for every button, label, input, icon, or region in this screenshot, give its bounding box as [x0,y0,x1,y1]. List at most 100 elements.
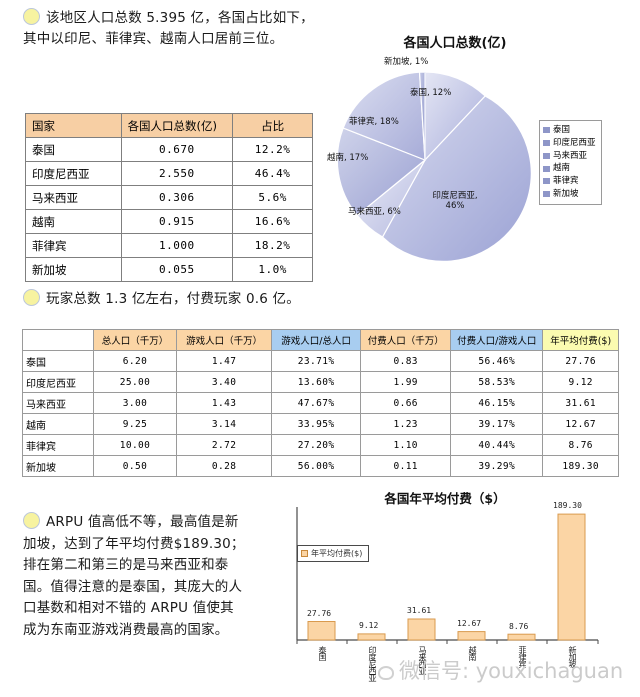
cell-pay-ratio: 56.46% [450,350,544,372]
th-game-pop: 游戏人口（千万） [176,329,272,351]
bullet-circle-icon [23,289,40,306]
cell-country: 马来西亚 [22,392,94,414]
bar-value-philippines: 8.76 [509,622,529,631]
pie-slice-indonesia [381,95,532,262]
bar-category-thailand: 泰国 [318,646,327,660]
pie-chart-title: 各国人口总数(亿) [403,36,507,51]
legend-label: 泰国 [553,125,571,135]
pie-label-indonesia: 印度尼西亚, 46% [432,191,478,211]
table-row: 菲律宾 10.00 2.72 27.20% 1.10 40.44% 8.76 [22,434,619,456]
cell-game-ratio: 47.67% [270,392,362,414]
cell-country: 印度尼西亚 [25,161,122,186]
table-row: 泰国 0.670 12.2% [25,137,313,162]
bar-category-vietnam: 越南 [468,646,477,660]
bar-category-malaysia: 马来西亚 [418,646,427,674]
legend-swatch-icon [543,178,550,185]
th-game-ratio: 游戏人口/总人口 [270,329,362,351]
wechat-icon [378,666,394,680]
cell-pay-pop: 1.10 [360,434,452,456]
th-population: 各国人口总数(亿) [120,113,234,138]
legend-label: 菲律宾 [553,176,579,186]
cell-country: 印度尼西亚 [22,371,94,393]
pie-chart-legend: 泰国 印度尼西亚 马来西亚 越南 菲律宾 新加坡 [539,120,602,205]
legend-swatch-icon [543,165,550,172]
bar-category-singapore: 新加坡 [568,646,577,667]
paragraph-population-text: 该地区人口总数 5.395 亿，各国占比如下，其中以印尼、菲律宾、越南人口居前三… [23,10,314,47]
bar-value-malaysia: 31.61 [407,606,432,615]
pie-label-vietnam: 越南, 17% [327,153,369,163]
th-total-pop: 总人口（千万） [92,329,178,351]
legend-swatch-icon [543,191,550,198]
cell-share: 5.6% [232,185,313,210]
bar-indonesia [357,633,386,641]
table-row: 越南 0.915 16.6% [25,209,313,234]
legend-label: 越南 [553,163,571,174]
cell-population: 0.055 [120,257,234,282]
pie-label-malaysia: 马来西亚, 6% [348,207,401,217]
bar-singapore [557,513,586,641]
cell-arpu: 189.30 [542,455,619,477]
bar-value-singapore: 189.30 [553,501,582,510]
cell-share: 46.4% [232,161,313,186]
bar-category-indonesia: 印度尼西亚 [368,646,377,681]
paragraph-players: 玩家总数 1.3 亿左右，付费玩家 0.6 亿。 [23,289,353,310]
cell-population: 2.550 [120,161,234,186]
legend-label: 年平均付费($) [311,549,363,558]
cell-game-ratio: 27.20% [270,434,362,456]
th-pay-pop: 付费人口（千万） [360,329,452,351]
cell-country: 菲律宾 [22,434,94,456]
cell-country: 菲律宾 [25,233,122,258]
cell-game-pop: 0.28 [176,455,272,477]
table-row: 新加坡 0.50 0.28 56.00% 0.11 39.29% 189.30 [22,455,619,477]
pie-chart-svg [336,71,532,262]
cell-pay-ratio: 39.17% [450,413,544,435]
cell-game-ratio: 13.60% [270,371,362,393]
cell-total-pop: 9.25 [92,413,178,435]
cell-population: 0.915 [120,209,234,234]
bar-thailand [307,621,336,641]
cell-pay-pop: 0.83 [360,350,452,372]
cell-country: 越南 [25,209,122,234]
table-row: 印度尼西亚 2.550 46.4% [25,161,313,186]
legend-swatch-icon [301,550,308,557]
cell-pay-pop: 0.66 [360,392,452,414]
legend-item: 马来西亚 [543,150,596,163]
cell-country: 新加坡 [22,455,94,477]
th-share: 占比 [232,113,313,138]
cell-total-pop: 6.20 [92,350,178,372]
cell-population: 0.306 [120,185,234,210]
population-table: 国家 各国人口总数(亿) 占比 泰国 0.670 12.2% 印度尼西亚 2.5… [25,113,313,282]
cell-population: 1.000 [120,233,234,258]
legend-swatch-icon [543,127,550,134]
cell-country: 泰国 [25,137,122,162]
table-row: 菲律宾 1.000 18.2% [25,233,313,258]
cell-arpu: 27.76 [542,350,619,372]
legend-item: 新加坡 [543,188,596,201]
cell-population: 0.670 [120,137,234,162]
legend-item: 印度尼西亚 [543,137,596,150]
cell-game-pop: 1.43 [176,392,272,414]
pie-label-thailand: 泰国, 12% [410,88,452,98]
cell-game-ratio: 23.71% [270,350,362,372]
table-row: 马来西亚 3.00 1.43 47.67% 0.66 46.15% 31.61 [22,392,619,414]
bar-chart-svg [296,507,599,644]
legend-label: 马来西亚 [553,150,588,161]
cell-country: 泰国 [22,350,94,372]
bar-value-thailand: 27.76 [307,609,332,618]
gamers-table: 总人口（千万） 游戏人口（千万） 游戏人口/总人口 付费人口（千万） 付费人口/… [22,329,619,477]
pie-slice-vietnam [336,127,427,217]
cell-share: 18.2% [232,233,313,258]
cell-game-pop: 3.14 [176,413,272,435]
table-header-row: 国家 各国人口总数(亿) 占比 [25,113,313,138]
cell-total-pop: 25.00 [92,371,178,393]
cell-country: 越南 [22,413,94,435]
cell-country: 马来西亚 [25,185,122,210]
cell-total-pop: 0.50 [92,455,178,477]
pie-slice-thailand [424,71,487,162]
cell-arpu: 31.61 [542,392,619,414]
th-pay-ratio: 付费人口/游戏人口 [450,329,544,351]
cell-arpu: 12.67 [542,413,619,435]
legend-swatch-icon [543,140,550,147]
cell-share: 16.6% [232,209,313,234]
